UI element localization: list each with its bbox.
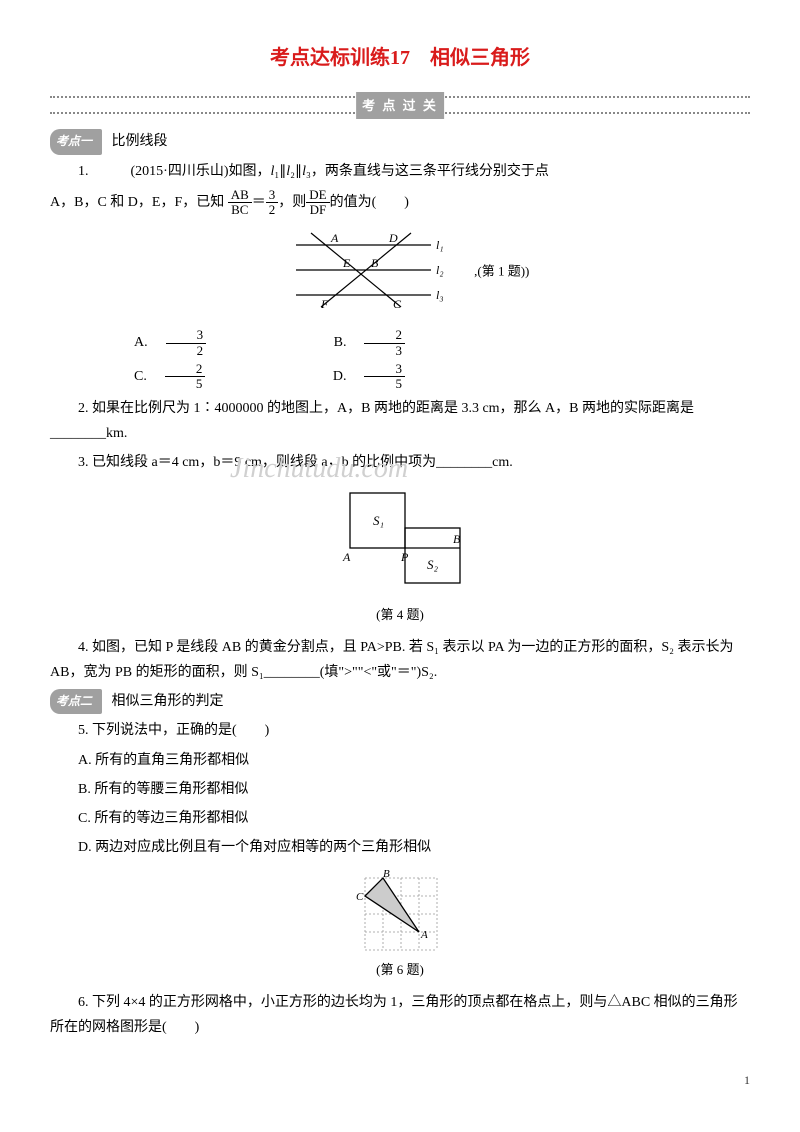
fig4-caption: (第 4 题) [50, 603, 750, 626]
opt-c-label: C. [106, 364, 147, 389]
q1-prefix: 1. (2015·四川乐山)如图， [78, 164, 271, 179]
svg-text:C: C [393, 297, 402, 311]
kaodian-title-2: 相似三角形的判定 [112, 694, 224, 709]
page-number: 1 [50, 1070, 750, 1092]
frac-3-2: 32 [266, 188, 279, 218]
q5-opt-b: B. 所有的等腰三角形都相似 [50, 777, 750, 802]
figure-4: S₁ S₂ A P B (第 4 题) [50, 483, 750, 626]
kaodian-title: 比例线段 [112, 134, 168, 149]
svg-text:S₂: S₂ [427, 557, 439, 572]
fig4-svg: S₁ S₂ A P B [325, 483, 475, 603]
q1-cont: A，B，C 和 D，E，F，已知 [50, 195, 224, 210]
svg-text:F: F [320, 297, 329, 311]
figure-1: A D E B F C l₁ l₂ l₃ ,(第 1 题)) [50, 225, 750, 320]
svg-text:l₃: l₃ [436, 288, 444, 302]
question-2: 2. 如果在比例尺为 1∶4000000 的地图上，A，B 两地的距离是 3.3… [50, 396, 750, 446]
q1-options-row2: C. 25 D. 35 [50, 362, 750, 392]
section-banner: 考 点 过 关 [356, 92, 444, 119]
section-divider: 考 点 过 关 [50, 96, 750, 114]
q5-opt-c: C. 所有的等边三角形都相似 [50, 806, 750, 831]
fig1-svg: A D E B F C l₁ l₂ l₃ [271, 225, 471, 320]
svg-text:A: A [342, 550, 351, 564]
q5-opt-a: A. 所有的直角三角形都相似 [50, 748, 750, 773]
question-1-cont: A，B，C 和 D，E，F，已知 ABBC＝32，则DEDF的值为( ) [50, 188, 750, 218]
svg-text:C: C [356, 891, 364, 903]
page-title: 考点达标训练17 相似三角形 [50, 40, 750, 76]
svg-text:l₂: l₂ [436, 263, 444, 277]
svg-text:S₁: S₁ [373, 513, 384, 528]
svg-text:A: A [420, 929, 428, 941]
svg-text:A: A [330, 231, 339, 245]
q5-opt-d: D. 两边对应成比例且有一个角对应相等的两个三角形相似 [50, 835, 750, 860]
fig6-caption: (第 6 题) [50, 958, 750, 981]
fig1-caption: ,(第 1 题)) [474, 264, 529, 279]
fig6-svg: B C A [355, 868, 445, 958]
kaodian-tag: 考点一 [50, 129, 102, 155]
opt-a-label: A. [106, 330, 148, 355]
question-4: 4. 如图，已知 P 是线段 AB 的黄金分割点，且 PA>PB. 若 S₁ 表… [50, 635, 750, 685]
svg-text:B: B [371, 256, 379, 270]
question-6: 6. 下列 4×4 的正方形网格中，小正方形的边长均为 1，三角形的顶点都在格点… [50, 990, 750, 1040]
kaodian-2: 考点二 相似三角形的判定 [50, 689, 750, 715]
svg-text:B: B [383, 868, 390, 880]
kaodian-1: 考点一 比例线段 [50, 129, 750, 155]
q1-mid: ，两条直线与这三条平行线分别交于点 [311, 164, 549, 179]
svg-text:B: B [453, 532, 461, 546]
svg-text:D: D [388, 231, 398, 245]
frac-de-df: DEDF [306, 188, 329, 218]
svg-text:E: E [342, 256, 351, 270]
question-1: 1. (2015·四川乐山)如图，l₁∥l₂∥l₃，两条直线与这三条平行线分别交… [50, 159, 750, 184]
frac-ab-bc: ABBC [228, 188, 252, 218]
svg-text:P: P [400, 550, 409, 564]
svg-text:l₁: l₁ [436, 238, 444, 252]
question-5: 5. 下列说法中，正确的是( ) [50, 718, 750, 743]
q1-options-row1: A. 32 B. 23 [50, 328, 750, 358]
opt-b-label: B. [292, 330, 347, 355]
q1-tail: 的值为( ) [330, 195, 409, 210]
opt-d-label: D. [291, 364, 347, 389]
kaodian-tag-2: 考点二 [50, 689, 102, 715]
figure-6: B C A (第 6 题) [50, 868, 750, 981]
question-3: 3. 已知线段 a＝4 cm，b＝9 cm，则线段 a，b 的比例中项为____… [50, 450, 750, 475]
q1-then: ，则 [278, 195, 306, 210]
